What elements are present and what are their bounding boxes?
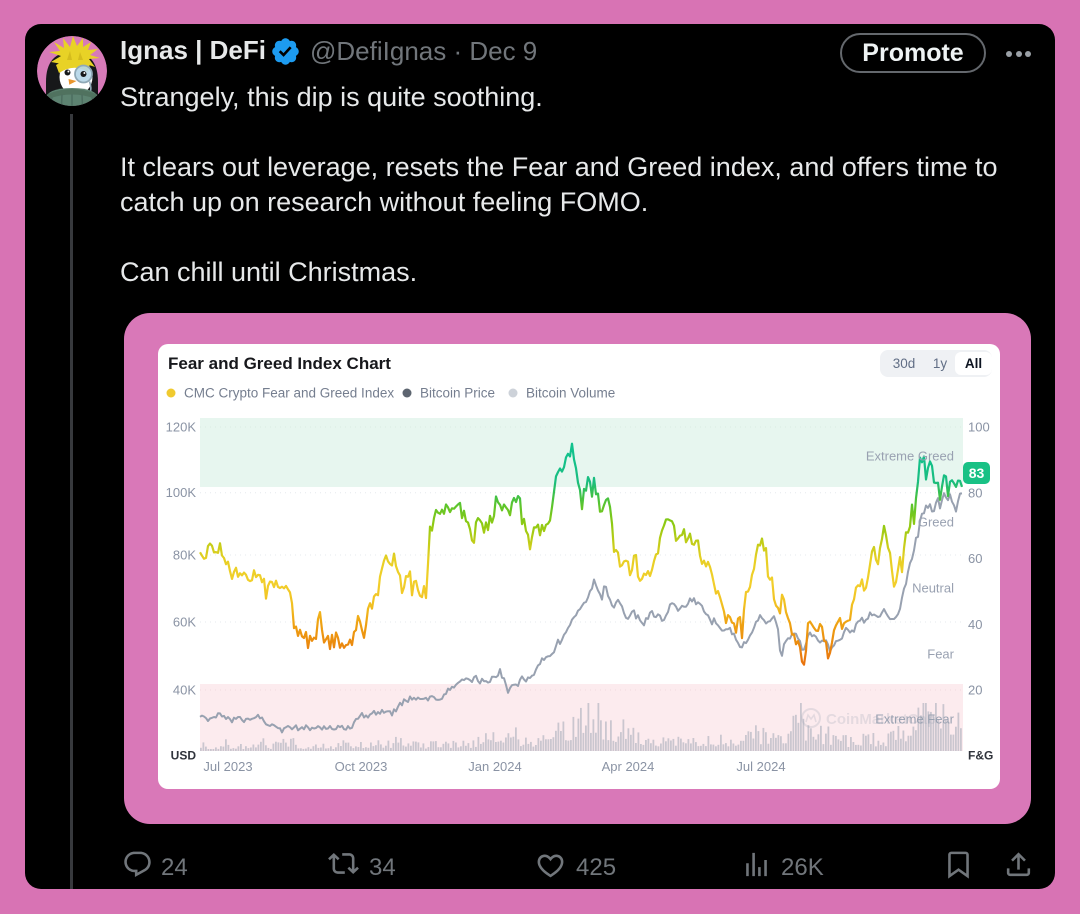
svg-text:80: 80 (968, 486, 982, 501)
svg-text:83: 83 (969, 465, 985, 481)
svg-text:Fear and Greed Index Chart: Fear and Greed Index Chart (168, 354, 391, 373)
svg-text:100: 100 (968, 420, 990, 435)
svg-text:CoinMarketCap: CoinMarketCap (826, 711, 936, 728)
svg-text:Neutral: Neutral (912, 581, 954, 596)
svg-text:USD: USD (171, 749, 197, 763)
svg-text:Bitcoin Volume: Bitcoin Volume (526, 386, 615, 401)
svg-text:All: All (965, 356, 982, 371)
svg-text:1y: 1y (933, 356, 948, 371)
svg-text:Apr 2024: Apr 2024 (602, 759, 655, 774)
svg-text:60K: 60K (173, 615, 196, 630)
svg-text:60: 60 (968, 551, 982, 566)
svg-text:100K: 100K (166, 485, 197, 500)
svg-text:20: 20 (968, 683, 982, 698)
svg-text:F&G: F&G (968, 749, 993, 763)
svg-text:Fear: Fear (927, 647, 954, 662)
svg-text:Bitcoin Price: Bitcoin Price (420, 386, 495, 401)
svg-text:Jul 2023: Jul 2023 (203, 759, 252, 774)
svg-text:Jan 2024: Jan 2024 (468, 759, 522, 774)
svg-text:Extreme Fear: Extreme Fear (875, 712, 954, 727)
svg-text:40: 40 (968, 617, 982, 632)
svg-text:120K: 120K (166, 420, 197, 435)
svg-text:CMC Crypto Fear and Greed Inde: CMC Crypto Fear and Greed Index (184, 386, 394, 401)
svg-text:Jul 2024: Jul 2024 (736, 759, 785, 774)
svg-text:Extreme Greed: Extreme Greed (866, 449, 954, 464)
svg-text:Greed: Greed (918, 515, 954, 530)
svg-text:40K: 40K (173, 683, 196, 698)
svg-text:Oct 2023: Oct 2023 (335, 759, 388, 774)
svg-text:80K: 80K (173, 548, 196, 563)
svg-text:30d: 30d (893, 356, 916, 371)
